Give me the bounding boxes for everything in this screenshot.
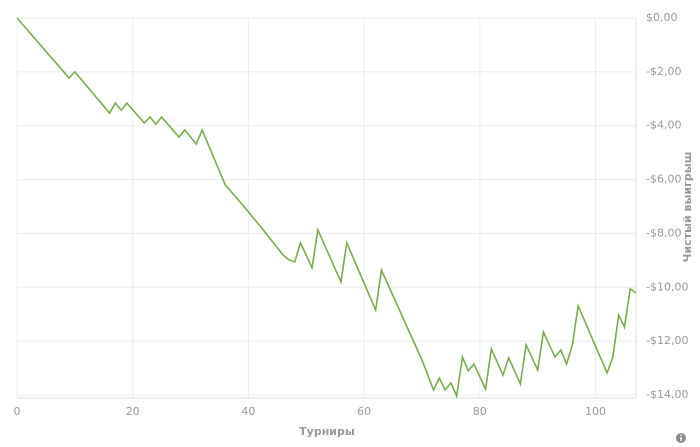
info-icon[interactable]: [676, 433, 686, 443]
y-tick-label: $0,00: [646, 11, 678, 24]
y-tick-label: -$4,00: [646, 119, 681, 132]
x-tick-label: 60: [357, 405, 371, 418]
x-tick-label: 20: [126, 405, 140, 418]
y-tick-label: -$8,00: [646, 226, 681, 239]
y-axis-title: Чистый выигрыш: [681, 152, 694, 263]
x-tick-label: 40: [241, 405, 255, 418]
y-tick-label: -$12,00: [646, 334, 688, 347]
x-axis-title: Турниры: [299, 425, 355, 438]
data-line: [16, 17, 637, 399]
y-tick-label: -$2,00: [646, 65, 681, 78]
x-tick-label: 0: [14, 405, 21, 418]
y-tick-label: -$14,00: [646, 388, 688, 401]
y-tick-label: -$6,00: [646, 173, 681, 186]
y-tick-label: -$10,00: [646, 280, 688, 293]
x-tick-label: 100: [585, 405, 606, 418]
x-tick-label: 80: [473, 405, 487, 418]
